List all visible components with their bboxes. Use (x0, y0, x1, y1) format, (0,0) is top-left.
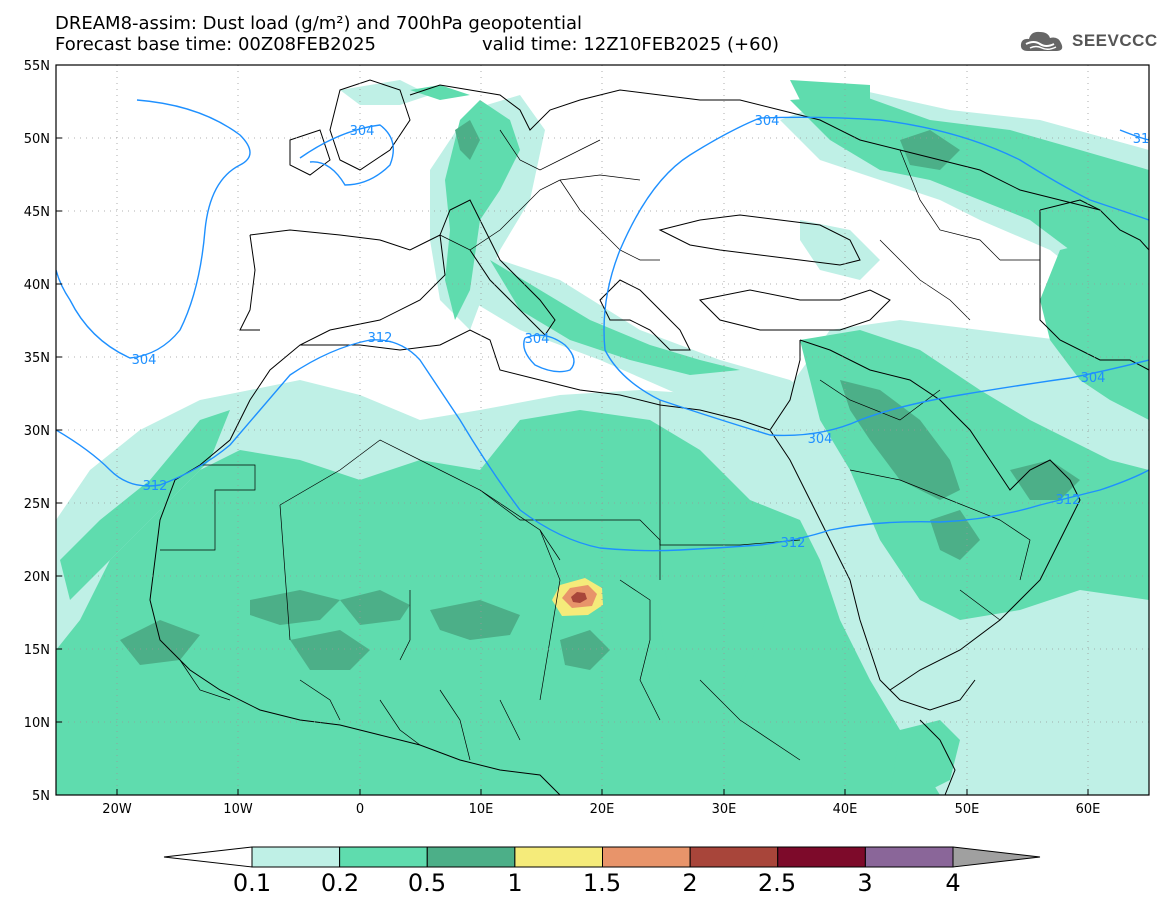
colorbar (163, 846, 1041, 868)
colorbar-segment (602, 846, 691, 868)
lon-label: 20W (102, 802, 132, 817)
contour-label: 304 (525, 332, 550, 347)
colorbar-high-arrow (952, 846, 1041, 868)
colorbar-label: 1.5 (582, 869, 622, 897)
colorbar-label: 3 (857, 869, 873, 897)
valid-time: valid time: 12Z10FEB2025 (+60) (482, 34, 780, 55)
colorbar-segment (251, 846, 341, 868)
contour-label: 312 (1056, 493, 1081, 508)
colorbar-segment (777, 846, 866, 868)
lat-label: 10N (24, 716, 50, 731)
contour-label: 304 (808, 432, 833, 447)
dust-field (56, 80, 1149, 795)
lon-label: 20E (590, 802, 615, 817)
lon-label: 10W (223, 802, 253, 817)
lat-label: 50N (24, 132, 50, 147)
lon-label: 10E (469, 802, 494, 817)
graticule (56, 65, 1149, 795)
lat-label: 55N (24, 59, 50, 74)
contour-label: 31 (1133, 132, 1150, 147)
lat-label: 20N (24, 570, 50, 585)
colorbar-label: 1 (507, 869, 523, 897)
axis-ticks (56, 64, 1089, 796)
contour-label: 304 (132, 353, 157, 368)
geopotential-contours (56, 99, 1149, 552)
colorbar-label: 0.1 (232, 869, 272, 897)
colorbar-label: 2 (682, 869, 698, 897)
lat-label: 5N (32, 789, 50, 804)
seevccc-logo: SEEVCCC (1018, 27, 1158, 55)
lon-label: 0 (356, 802, 364, 817)
contour-label: 312 (368, 331, 393, 346)
lon-label: 60E (1076, 802, 1101, 817)
contour-label: 304 (350, 124, 375, 139)
colorbar-segment (689, 846, 779, 868)
lat-label: 45N (24, 205, 50, 220)
colorbar-low-arrow (163, 846, 253, 868)
lat-labels: 55N 50N 45N 40N 35N 30N 25N 20N 15N 10N … (24, 59, 50, 804)
logo-text: SEEVCCC (1072, 31, 1158, 50)
lon-label: 50E (955, 802, 980, 817)
contour-label: 304 (755, 114, 780, 129)
lat-label: 35N (24, 351, 50, 366)
borders (160, 129, 1040, 761)
map-title: DREAM8-assim: Dust load (g/m²) and 700hP… (55, 13, 582, 34)
colorbar-label: 4 (945, 869, 961, 897)
lon-label: 40E (833, 802, 858, 817)
contour-label: 312 (781, 536, 806, 551)
colorbar-label: 0.5 (407, 869, 447, 897)
contour-label: 312 (143, 479, 168, 494)
cloud-icon (1020, 31, 1063, 51)
colorbar-segment (514, 846, 603, 868)
lon-label: 30E (712, 802, 737, 817)
colorbar-segment (864, 846, 954, 868)
lat-label: 25N (24, 497, 50, 512)
lat-label: 30N (24, 424, 50, 439)
contour-label: 304 (1081, 371, 1106, 386)
forecast-base-time: Forecast base time: 00Z08FEB2025 (55, 34, 376, 55)
colorbar-segment (426, 846, 516, 868)
colorbar-label: 2.5 (757, 869, 797, 897)
colorbar-segment (339, 846, 428, 868)
contour-labels: 304 304 304 304 304 312 312 312 312 304 … (132, 114, 1150, 551)
lat-label: 15N (24, 643, 50, 658)
lon-labels: 20W 10W 0 10E 20E 30E 40E 50E 60E (102, 802, 1100, 817)
colorbar-label: 0.2 (320, 869, 360, 897)
lat-label: 40N (24, 278, 50, 293)
